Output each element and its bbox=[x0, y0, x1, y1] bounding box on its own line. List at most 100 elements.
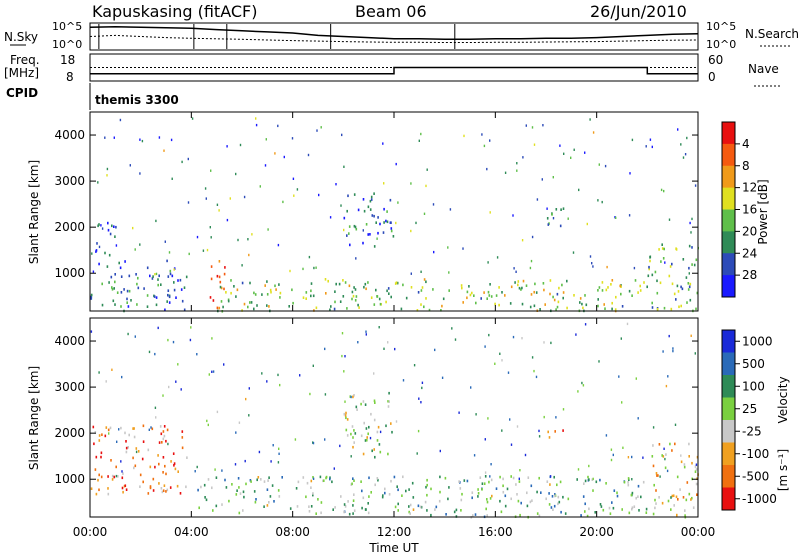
echo-cell bbox=[171, 274, 174, 278]
echo-cell bbox=[652, 426, 655, 429]
echo-cell bbox=[461, 286, 463, 290]
echo-cell bbox=[250, 301, 253, 304]
echo-cell bbox=[682, 258, 685, 261]
echo-cell bbox=[487, 417, 489, 420]
echo-cell bbox=[691, 496, 693, 500]
echo-cell bbox=[292, 177, 295, 180]
echo-cell bbox=[148, 428, 150, 431]
echo-cell bbox=[358, 306, 360, 309]
echo-cell bbox=[367, 511, 370, 515]
echo-cell bbox=[696, 477, 698, 480]
colorbar-segment bbox=[722, 187, 735, 210]
echo-cell bbox=[147, 492, 150, 495]
echo-cell bbox=[154, 465, 156, 469]
echo-cell bbox=[390, 422, 392, 425]
echo-cell bbox=[108, 281, 110, 284]
echo-cell bbox=[448, 271, 450, 274]
echo-cell bbox=[418, 139, 420, 142]
echo-cell bbox=[288, 305, 290, 308]
echo-cell bbox=[584, 294, 586, 297]
echo-cell bbox=[682, 496, 685, 499]
echo-cell bbox=[277, 124, 279, 128]
echo-cell bbox=[695, 468, 698, 471]
echo-cell bbox=[391, 430, 393, 434]
echo-cell bbox=[113, 136, 115, 139]
echo-cell bbox=[253, 307, 255, 311]
echo-cell bbox=[559, 480, 562, 484]
echo-cell bbox=[651, 455, 654, 458]
echo-cell bbox=[484, 475, 487, 478]
echo-cell bbox=[324, 393, 327, 396]
echo-cell bbox=[549, 483, 551, 486]
echo-cell bbox=[155, 416, 157, 419]
echo-cell bbox=[598, 286, 601, 289]
echo-cell bbox=[601, 281, 604, 284]
echo-cell bbox=[95, 249, 98, 252]
echo-cell bbox=[597, 199, 599, 202]
echo-cell bbox=[550, 506, 553, 509]
echo-cell bbox=[292, 301, 294, 305]
echo-cell bbox=[107, 475, 109, 478]
echo-cell bbox=[352, 499, 355, 502]
echo-cell bbox=[695, 258, 698, 262]
echo-cell bbox=[686, 136, 688, 140]
echo-cell bbox=[490, 478, 493, 482]
echo-cell bbox=[479, 476, 482, 479]
echo-cell bbox=[661, 243, 663, 246]
velocity-colorbar-unit: [m s⁻¹] bbox=[776, 449, 790, 491]
echo-cell bbox=[210, 277, 213, 281]
echo-cell bbox=[426, 483, 428, 487]
echo-cell bbox=[582, 495, 585, 498]
colorbar-tick-label: 20 bbox=[742, 224, 757, 238]
echo-cell bbox=[562, 296, 564, 300]
echo-cell bbox=[666, 469, 669, 473]
power-y-ticks: 1000 2000 3000 4000 bbox=[54, 128, 698, 280]
echo-cell bbox=[105, 380, 107, 383]
echo-cell bbox=[218, 260, 221, 263]
echo-cell bbox=[294, 438, 297, 441]
echo-cell bbox=[223, 287, 225, 291]
echo-cell bbox=[434, 508, 436, 511]
echo-cell bbox=[255, 498, 257, 501]
echo-cell bbox=[242, 509, 244, 512]
echo-cell bbox=[439, 490, 441, 494]
echo-cell bbox=[343, 228, 345, 232]
echo-cell bbox=[578, 188, 580, 192]
echo-cell bbox=[526, 504, 529, 508]
echo-cell bbox=[542, 124, 544, 127]
echo-cell bbox=[459, 487, 462, 490]
echo-cell bbox=[610, 283, 612, 286]
echo-cell bbox=[631, 491, 634, 495]
echo-cell bbox=[559, 144, 561, 147]
echo-cell bbox=[127, 305, 130, 308]
echo-cell bbox=[279, 291, 282, 295]
echo-cell bbox=[550, 341, 552, 345]
echo-cell bbox=[522, 156, 524, 159]
echo-cell bbox=[411, 481, 414, 485]
echo-cell bbox=[462, 301, 464, 304]
echo-cell bbox=[243, 195, 246, 199]
echo-cell bbox=[308, 510, 311, 513]
echo-cell bbox=[230, 279, 232, 282]
echo-cell bbox=[266, 304, 268, 307]
echo-cell bbox=[389, 198, 392, 202]
echo-cell bbox=[419, 505, 422, 509]
echo-cell bbox=[555, 308, 557, 311]
echo-cell bbox=[460, 498, 463, 502]
echo-cell bbox=[605, 482, 607, 485]
echo-cell bbox=[334, 506, 336, 509]
echo-cell bbox=[680, 460, 683, 464]
echo-cell bbox=[149, 465, 152, 469]
echo-cell bbox=[132, 427, 134, 430]
echo-cell bbox=[670, 496, 672, 499]
echo-cell bbox=[289, 507, 292, 510]
echo-cell bbox=[219, 280, 222, 284]
echo-cell bbox=[408, 488, 410, 491]
echo-cell bbox=[423, 212, 426, 215]
echo-cell bbox=[324, 438, 326, 441]
echo-cell bbox=[637, 495, 639, 498]
echo-cell bbox=[361, 489, 363, 493]
echo-cell bbox=[533, 290, 535, 294]
echo-cell bbox=[121, 375, 123, 379]
echo-cell bbox=[674, 442, 676, 446]
